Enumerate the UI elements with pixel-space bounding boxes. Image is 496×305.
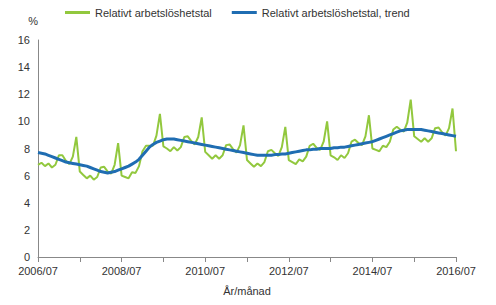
svg-text:2008/07: 2008/07: [102, 265, 142, 277]
svg-text:2014/07: 2014/07: [353, 265, 393, 277]
svg-text:Relativt arbetslöshetstal, tre: Relativt arbetslöshetstal, trend: [262, 7, 410, 19]
svg-text:12: 12: [18, 88, 30, 100]
svg-text:0: 0: [24, 251, 30, 263]
svg-text:Relativt arbetslöshetstal: Relativt arbetslöshetstal: [95, 7, 212, 19]
svg-text:2010/07: 2010/07: [185, 265, 225, 277]
svg-text:2012/07: 2012/07: [269, 265, 309, 277]
svg-text:År/månad: År/månad: [223, 285, 271, 297]
svg-text:16: 16: [18, 34, 30, 46]
svg-text:2016/07: 2016/07: [436, 265, 476, 277]
svg-text:4: 4: [24, 197, 30, 209]
svg-text:14: 14: [18, 61, 30, 73]
svg-text:%: %: [28, 15, 38, 27]
svg-text:2006/07: 2006/07: [18, 265, 58, 277]
svg-text:10: 10: [18, 115, 30, 127]
svg-text:8: 8: [24, 143, 30, 155]
svg-text:6: 6: [24, 170, 30, 182]
svg-text:2: 2: [24, 224, 30, 236]
